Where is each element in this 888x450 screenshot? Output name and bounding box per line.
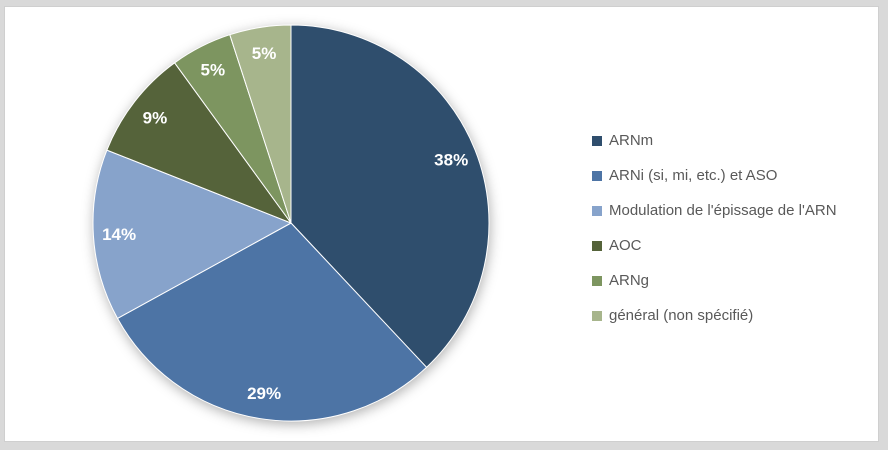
legend-label: ARNm [609, 132, 654, 149]
chart-canvas: 38% 29% 14% 9% 5% 5% ARNm ARNi (si, mi, etc.) … [4, 6, 879, 442]
legend-item-1[interactable]: ARNm [592, 123, 837, 158]
pie-slice-4[interactable] [106, 62, 292, 224]
pie-slice-2[interactable] [116, 222, 428, 422]
legend-swatch-icon [592, 205, 602, 216]
legend-item-5[interactable]: ARNg [592, 263, 837, 298]
pie-slice-6[interactable] [229, 24, 292, 224]
legend-swatch-icon [592, 310, 602, 321]
legend-swatch-icon [592, 135, 602, 146]
legend-swatch-icon [592, 240, 602, 251]
legend-label: AOC [609, 237, 642, 254]
chart-legend: ARNm ARNi (si, mi, etc.) et ASO Modulation… [592, 123, 837, 333]
legend-label: général (non spécifié) [609, 307, 754, 324]
pie-slice-1[interactable] [290, 24, 490, 368]
legend-item-4[interactable]: AOC [592, 228, 837, 263]
legend-swatch-icon [592, 275, 602, 286]
legend-label: ARNi (si, mi, etc.) et ASO [609, 167, 778, 184]
legend-item-3[interactable]: Modulation de l'épissage de l'ARN [592, 193, 837, 228]
legend-item-6[interactable]: général (non spécifié) [592, 298, 837, 333]
pie-chart: 38%29%14%9%5%5% [92, 24, 490, 422]
legend-label: ARNg [609, 272, 650, 289]
pie-slice-3[interactable] [92, 149, 292, 319]
legend-label: Modulation de l'épissage de l'ARN [609, 202, 837, 219]
legend-item-2[interactable]: ARNi (si, mi, etc.) et ASO [592, 158, 837, 193]
legend-swatch-icon [592, 170, 602, 181]
